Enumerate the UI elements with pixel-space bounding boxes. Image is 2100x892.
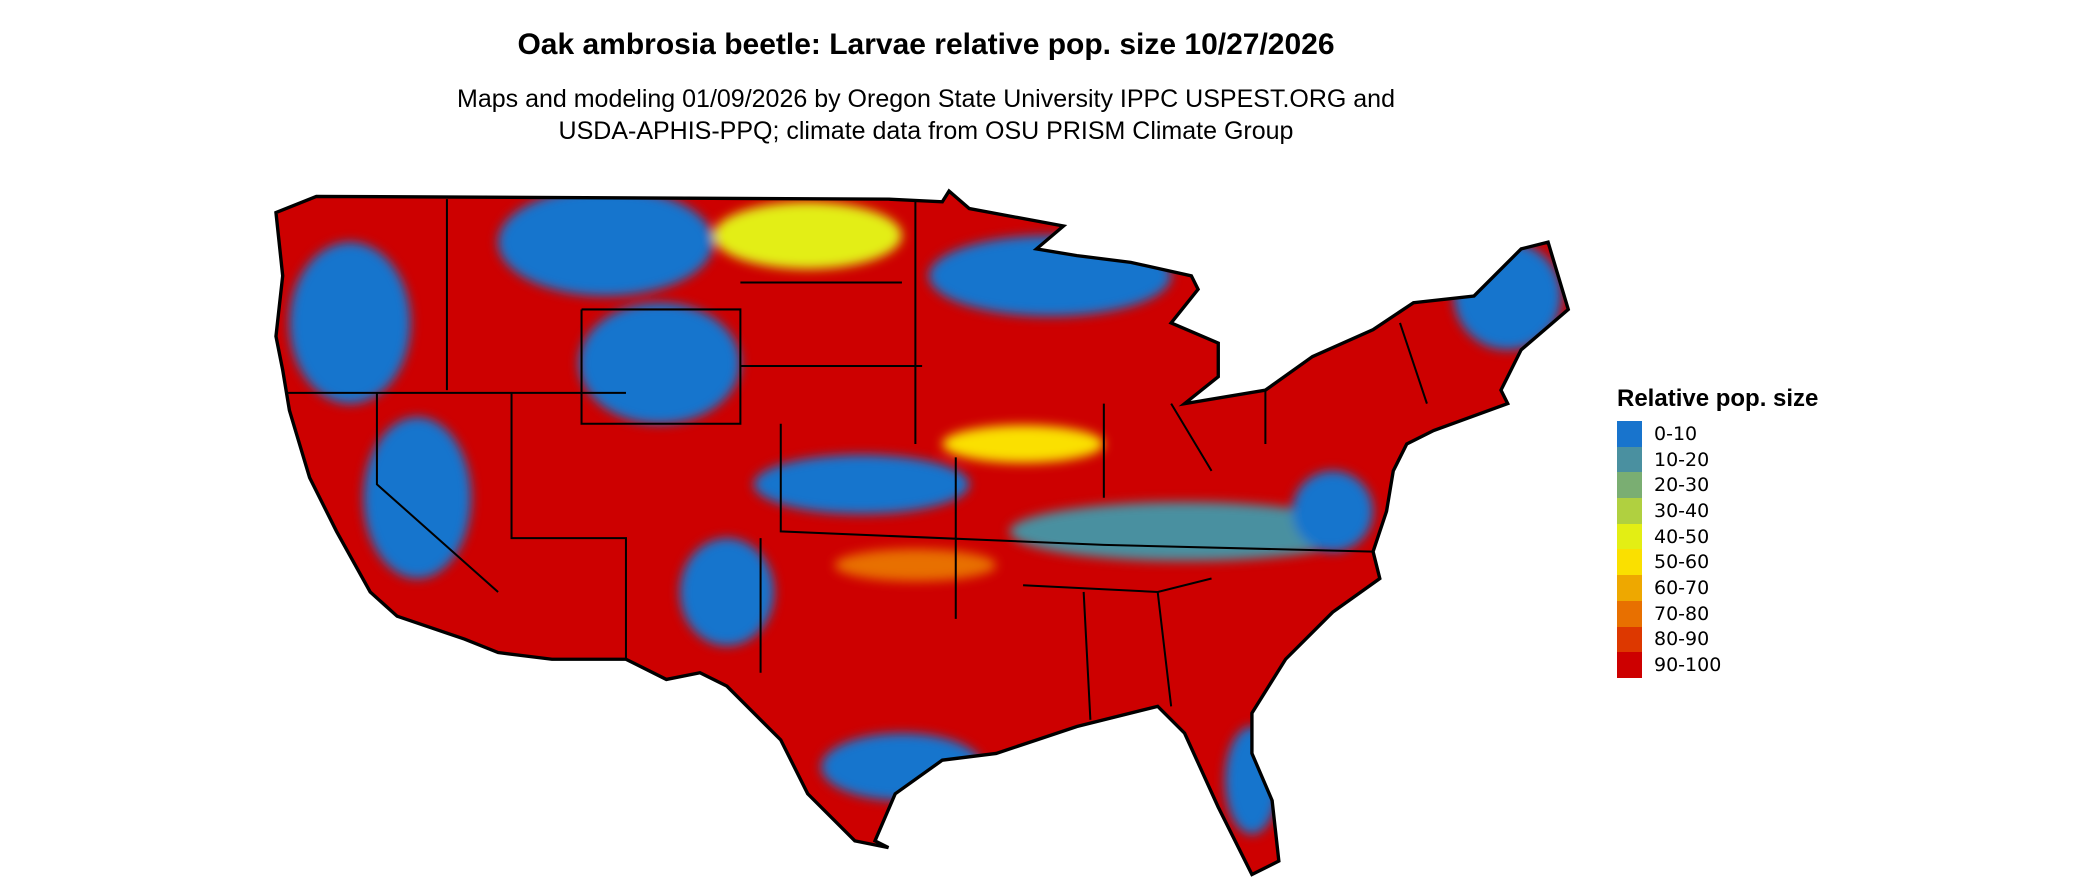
legend-swatch (1617, 652, 1642, 678)
legend-swatch (1617, 575, 1642, 601)
region-50-60 (942, 425, 1104, 463)
legend-swatch (1617, 446, 1642, 473)
legend-item: 0-10 (1617, 421, 1818, 447)
legend-label: 20-30 (1654, 474, 1710, 497)
legend-label: 40-50 (1654, 525, 1710, 548)
legend-title: Relative pop. size (1617, 385, 1819, 412)
map-fill (275, 191, 1569, 875)
legend-label: 10-20 (1654, 448, 1710, 471)
region-0-10-kansas (753, 454, 970, 514)
legend-item: 40-50 (1617, 523, 1818, 550)
legend-swatch (1617, 498, 1642, 524)
region-0-10-wyoming (578, 302, 741, 424)
map-title: Oak ambrosia beetle: Larvae relative pop… (517, 28, 1335, 61)
region-0-10-montana (498, 191, 714, 296)
map-subtitle-line2: USDA-APHIS-PPQ; climate data from OSU PR… (558, 117, 1294, 145)
legend-swatch (1617, 549, 1642, 576)
region-0-10-virginia (1292, 470, 1374, 552)
legend-label: 50-60 (1654, 551, 1710, 574)
legend-label: 60-70 (1654, 576, 1710, 599)
legend-item: 10-20 (1617, 446, 1818, 473)
legend-item: 30-40 (1617, 498, 1818, 524)
legend-label: 90-100 (1654, 654, 1722, 677)
legend-item: 50-60 (1617, 549, 1818, 576)
legend-label: 70-80 (1654, 602, 1710, 625)
region-10-20-ohio-valley (1009, 501, 1360, 562)
legend-label: 30-40 (1654, 499, 1710, 522)
legend: Relative pop. size 0-10 10-20 20-30 30-40 40… (1617, 385, 1818, 678)
legend-label: 0-10 (1654, 422, 1698, 445)
legend-swatch (1617, 626, 1642, 653)
region-0-10-oregon (289, 242, 411, 404)
legend-swatch (1617, 421, 1642, 447)
state-borders (282, 199, 1428, 720)
legend-item: 80-90 (1617, 626, 1818, 653)
region-40-50 (713, 201, 902, 270)
region-0-10-great-lakes (928, 235, 1172, 317)
map-subtitle-line1: Maps and modeling 01/09/2026 by Oregon S… (457, 85, 1395, 113)
legend-label: 80-90 (1654, 628, 1710, 651)
legend-item: 70-80 (1617, 600, 1818, 627)
legend-swatch (1617, 472, 1642, 499)
region-0-10-new-mexico (679, 538, 775, 646)
legend-swatch (1617, 600, 1642, 627)
region-0-10-nevada (363, 417, 472, 579)
region-70-80 (834, 548, 997, 582)
legend-item: 60-70 (1617, 575, 1818, 601)
legend-item: 90-100 (1617, 652, 1818, 678)
legend-item: 20-30 (1617, 472, 1818, 499)
legend-swatch (1617, 523, 1642, 550)
